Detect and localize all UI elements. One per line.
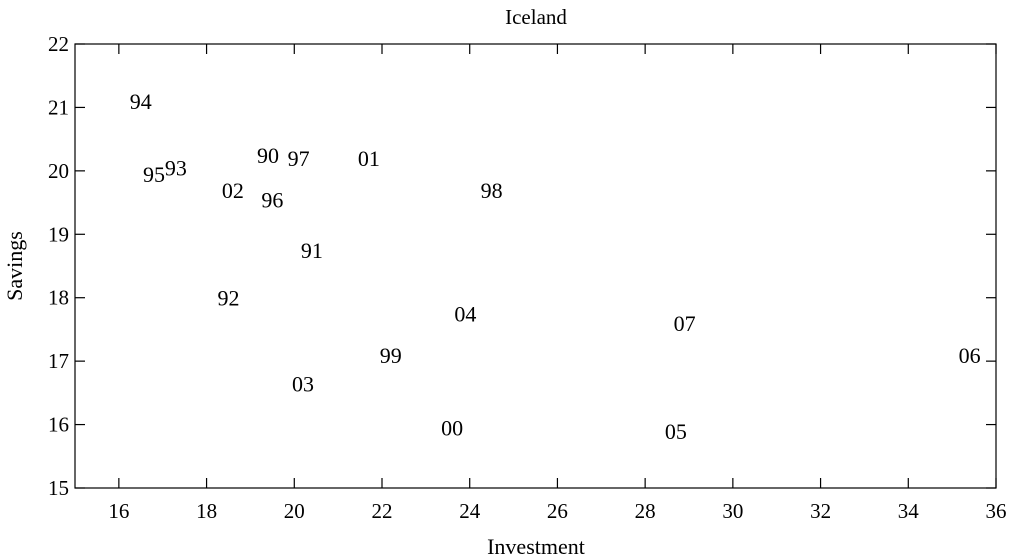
- y-tick-label: 19: [48, 222, 69, 246]
- y-axis: 15 16 17 18 19 20 21 22: [48, 32, 996, 500]
- x-tick-label: 36: [986, 499, 1007, 523]
- plot-frame: [74, 43, 997, 489]
- chart-title: Iceland: [505, 5, 567, 29]
- y-tick-label: 17: [48, 349, 69, 373]
- x-axis-label: Investment: [487, 534, 585, 559]
- point-label-91: 91: [301, 238, 323, 263]
- x-tick-label: 20: [284, 499, 305, 523]
- x-tick-label: 30: [722, 499, 743, 523]
- point-label-98: 98: [481, 178, 503, 203]
- point-label-00: 00: [441, 416, 463, 441]
- point-label-01: 01: [358, 146, 380, 171]
- y-tick-label: 22: [48, 32, 69, 56]
- y-tick-label: 18: [48, 286, 69, 310]
- y-tick-label: 16: [48, 413, 69, 437]
- point-label-90: 90: [257, 143, 279, 168]
- data-points: 94 95 93 90 97 01 02 96 98 91 92 04 07 06 99 03 00 05: [130, 89, 981, 444]
- y-tick-label: 21: [48, 95, 69, 119]
- point-label-06: 06: [959, 343, 981, 368]
- point-label-05: 05: [665, 419, 687, 444]
- point-label-99: 99: [380, 343, 402, 368]
- x-axis: 16 18 20 22 24 26 28 30 32 34 36: [108, 44, 1007, 523]
- point-label-03: 03: [292, 371, 314, 396]
- point-label-92: 92: [218, 286, 240, 311]
- x-tick-label: 18: [196, 499, 217, 523]
- point-label-94: 94: [130, 89, 152, 114]
- point-label-07: 07: [674, 311, 696, 336]
- y-tick-label: 15: [48, 476, 69, 500]
- y-tick-label: 20: [48, 159, 69, 183]
- x-tick-label: 26: [547, 499, 568, 523]
- x-tick-label: 24: [459, 499, 481, 523]
- point-label-96: 96: [261, 187, 283, 212]
- x-tick-label: 16: [108, 499, 129, 523]
- x-tick-label: 32: [810, 499, 831, 523]
- x-tick-label: 22: [372, 499, 393, 523]
- point-label-97: 97: [288, 146, 310, 171]
- point-label-95: 95: [143, 162, 165, 187]
- point-label-02: 02: [222, 178, 244, 203]
- x-tick-label: 34: [898, 499, 920, 523]
- point-label-93: 93: [165, 156, 187, 181]
- x-tick-label: 28: [635, 499, 656, 523]
- y-axis-label: Savings: [2, 231, 27, 301]
- point-label-04: 04: [454, 302, 476, 327]
